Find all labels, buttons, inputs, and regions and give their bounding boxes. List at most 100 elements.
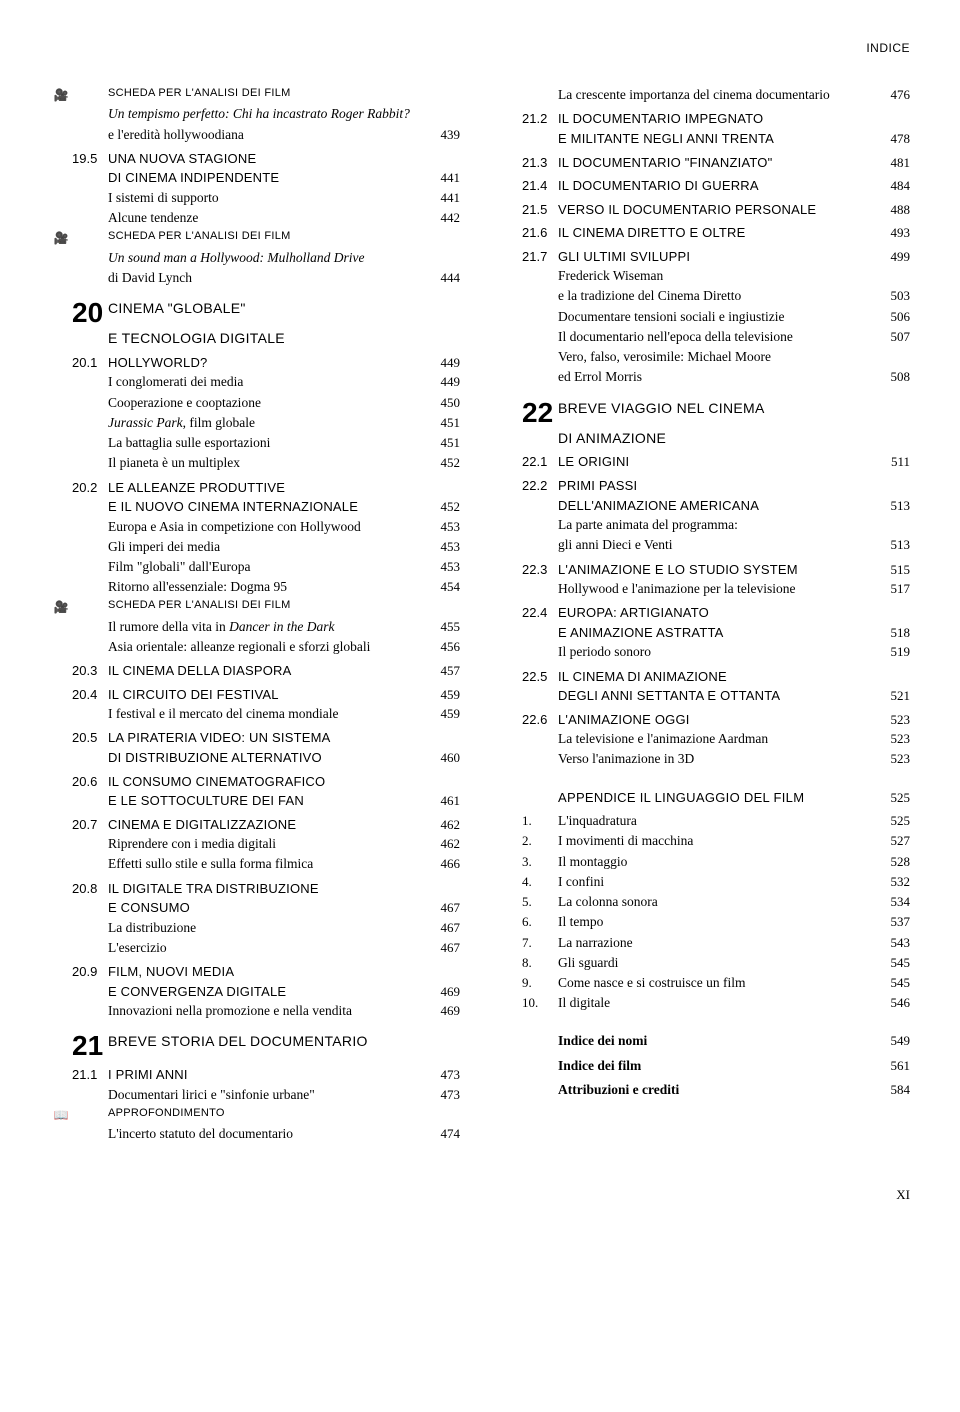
entry-icon: [500, 750, 522, 751]
entry-icon: [50, 686, 72, 687]
entry-number: 22.4: [522, 604, 558, 622]
entry-page: 543: [880, 934, 910, 952]
entry-page: 521: [880, 687, 910, 705]
toc-entry: E MILITANTE NEGLI ANNI TRENTA 478: [500, 130, 910, 148]
entry-label: PRIMI PASSI: [558, 477, 637, 495]
toc-entry: La parte animata del programma:: [500, 516, 910, 534]
entry-icon: [50, 1002, 72, 1003]
entry-page: 481: [880, 154, 910, 172]
entry-page: 467: [430, 939, 460, 957]
entry-label: Il pianeta è un multiplex: [108, 454, 240, 472]
entry-icon: [500, 853, 522, 854]
entry-label: Il tempo: [558, 913, 603, 931]
entry-icon: [500, 429, 522, 430]
entry-label: Un tempismo perfetto: Chi ha incastrato …: [108, 105, 410, 123]
toc-entry: 22.6L'ANIMAZIONE OGGI523: [500, 711, 910, 729]
toc-entry: Il periodo sonoro519: [500, 643, 910, 661]
toc-entry: Il rumore della vita in Dancer in the Da…: [50, 618, 460, 636]
entry-number: 20.5: [72, 729, 108, 747]
entry-icon: [500, 86, 522, 87]
entry-number: 20.7: [72, 816, 108, 834]
entry-label: APPROFONDIMENTO: [108, 1106, 225, 1121]
entry-icon: [500, 643, 522, 644]
toc-entry: 20.3IL CINEMA DELLA DIASPORA457: [50, 662, 460, 680]
entry-label: UNA NUOVA STAGIONE: [108, 150, 256, 168]
entry-page: 527: [880, 832, 910, 850]
toc-entry: DELL'ANIMAZIONE AMERICANA513: [500, 497, 910, 515]
toc-entry: DI CINEMA INDIPENDENTE441: [50, 169, 460, 187]
entry-number: 21.5: [522, 201, 558, 219]
toc-entry: 21.5VERSO IL DOCUMENTARIO PERSONALE 488: [500, 201, 910, 219]
entry-label: FILM, NUOVI MEDIA: [108, 963, 234, 981]
toc-entry: DI ANIMAZIONE: [500, 429, 910, 448]
entry-page: 515: [880, 561, 910, 579]
entry-page: 513: [880, 536, 910, 554]
entry-number: 8.: [522, 954, 558, 972]
entry-label: Ritorno all'essenziale: Dogma 95: [108, 578, 287, 596]
entry-label: Innovazioni nella promozione e nella ven…: [108, 1002, 352, 1020]
entry-page: 513: [880, 497, 910, 515]
entry-page: 461: [430, 792, 460, 810]
toc-entry: 22.3L'ANIMAZIONE E LO STUDIO SYSTEM515: [500, 561, 910, 579]
entry-label: I conglomerati dei media: [108, 373, 243, 391]
toc-columns: 🎥SCHEDA PER L'ANALISI DEI FILMUn tempism…: [50, 86, 910, 1145]
entry-label: Un sound man a Hollywood: Mulholland Dri…: [108, 249, 364, 267]
entry-label: I movimenti di macchina: [558, 832, 693, 850]
toc-entry: La battaglia sulle esportazioni451: [50, 434, 460, 452]
entry-icon: [50, 538, 72, 539]
entry-page: 466: [430, 855, 460, 873]
entry-icon: [500, 1057, 522, 1058]
entry-icon: [50, 729, 72, 730]
entry-label: Asia orientale: alleanze regionali e sfo…: [108, 638, 370, 656]
entry-page: 532: [880, 873, 910, 891]
entry-icon: [50, 638, 72, 639]
entry-label: VERSO IL DOCUMENTARIO PERSONALE: [558, 201, 816, 219]
toc-entry: Documentari lirici e "sinfonie urbane"47…: [50, 1086, 460, 1104]
entry-label: L'ANIMAZIONE E LO STUDIO SYSTEM: [558, 561, 798, 579]
toc-entry: Alcune tendenze442: [50, 209, 460, 227]
toc-entry: 20.4IL CIRCUITO DEI FESTIVAL459: [50, 686, 460, 704]
entry-label: DI ANIMAZIONE: [558, 429, 666, 448]
entry-label: E MILITANTE NEGLI ANNI TRENTA: [558, 130, 774, 148]
entry-icon: [50, 329, 72, 330]
entry-page: 561: [880, 1057, 910, 1075]
entry-label: Gli imperi dei media: [108, 538, 220, 556]
toc-entry: 21.3IL DOCUMENTARIO "FINANZIATO"481: [500, 154, 910, 172]
entry-label: LA PIRATERIA VIDEO: UN SISTEMA: [108, 729, 330, 747]
entry-label: Indice dei nomi: [558, 1032, 647, 1050]
toc-entry: I conglomerati dei media449: [50, 373, 460, 391]
entry-icon: 🎥: [50, 86, 72, 103]
entry-page: 478: [880, 130, 910, 148]
toc-entry: Il documentario nell'epoca della televis…: [500, 328, 910, 346]
entry-icon: 🎥: [50, 598, 72, 615]
entry-icon: [500, 248, 522, 249]
entry-label: Cooperazione e cooptazione: [108, 394, 261, 412]
entry-icon: [500, 348, 522, 349]
footer-page-number: XI: [50, 1186, 910, 1204]
entry-label: Hollywood e l'animazione per la televisi…: [558, 580, 795, 598]
entry-page: 453: [430, 518, 460, 536]
entry-page: 450: [430, 394, 460, 412]
entry-number: 1.: [522, 812, 558, 830]
entry-label: IL DOCUMENTARIO IMPEGNATO: [558, 110, 763, 128]
entry-label: e l'eredità hollywoodiana: [108, 126, 244, 144]
entry-label: BREVE VIAGGIO NEL CINEMA: [558, 399, 765, 418]
entry-number: 22.2: [522, 477, 558, 495]
entry-page: 467: [430, 899, 460, 917]
entry-label: Indice dei film: [558, 1057, 641, 1075]
left-column: 🎥SCHEDA PER L'ANALISI DEI FILMUn tempism…: [50, 86, 460, 1145]
entry-number: 19.5: [72, 150, 108, 168]
entry-icon: [500, 308, 522, 309]
toc-entry: 21BREVE STORIA DEL DOCUMENTARIO: [50, 1032, 460, 1060]
entry-page: 476: [880, 86, 910, 104]
toc-entry: APPENDICE IL LINGUAGGIO DEL FILM525: [500, 789, 910, 807]
toc-entry: 22BREVE VIAGGIO NEL CINEMA: [500, 399, 910, 427]
entry-icon: [50, 939, 72, 940]
entry-page: 439: [430, 126, 460, 144]
entry-page: 584: [880, 1081, 910, 1099]
entry-page: 459: [430, 705, 460, 723]
entry-page: 488: [880, 201, 910, 219]
entry-page: 525: [880, 789, 910, 807]
entry-label: IL CIRCUITO DEI FESTIVAL: [108, 686, 279, 704]
entry-page: 499: [880, 248, 910, 266]
